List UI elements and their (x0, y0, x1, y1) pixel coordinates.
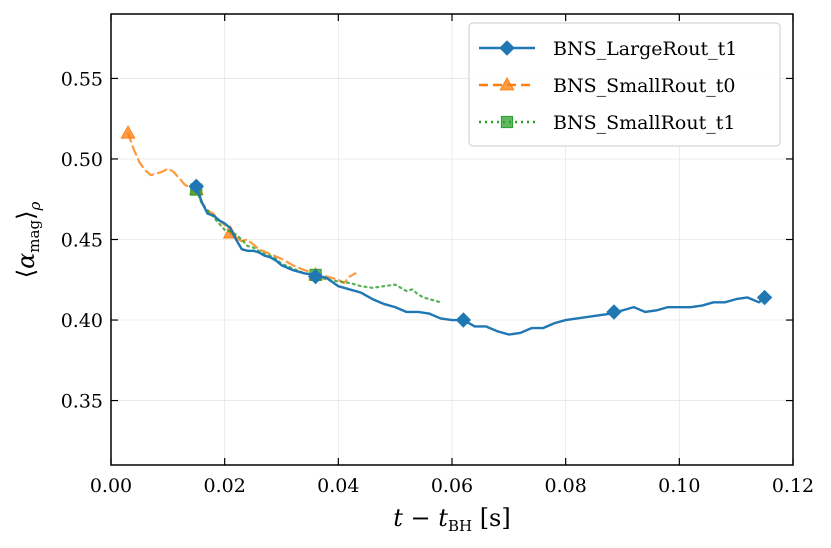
y-axis-label: ⟨αmag⟩ρ (12, 202, 44, 279)
y-tick-label: 0.45 (61, 230, 103, 252)
legend-marker (499, 76, 515, 91)
y-tick-label: 0.55 (61, 68, 103, 90)
series-marker (307, 268, 324, 285)
series-line (195, 188, 442, 304)
series-marker (606, 304, 622, 320)
x-tick-label: 0.08 (545, 475, 587, 497)
series-marker (120, 125, 136, 139)
legend-marker (499, 40, 515, 56)
y-tick-label: 0.50 (61, 149, 103, 171)
x-tick-label: 0.04 (317, 475, 359, 497)
legend-marker (500, 115, 514, 129)
legend-entry: BNS_LargeRout_t1 (479, 38, 737, 60)
series-marker (188, 178, 204, 195)
series-marker (455, 312, 472, 328)
legend-label: BNS_SmallRout_t0 (553, 75, 735, 97)
ticks: 0.00 0.02 0.04 0.06 0.08 0.10 0.12 0.35 0.40 0.45… (61, 14, 814, 497)
series-marker (756, 289, 773, 306)
legend: BNS_LargeRout_t1 BNS_SmallRout_t0 BNS_Smal… (468, 22, 781, 147)
legend-entry: BNS_SmallRout_t1 (479, 112, 735, 134)
x-tick-label: 0.00 (90, 475, 132, 497)
series-layer (120, 125, 773, 336)
x-tick-label: 0.06 (431, 475, 473, 497)
x-axis-label: t − tBH [s] (393, 504, 510, 535)
series-line (195, 185, 766, 336)
grid (110, 14, 794, 465)
legend-label: BNS_SmallRout_t1 (553, 112, 735, 134)
x-tick-label: 0.12 (772, 475, 814, 497)
legend-label: BNS_LargeRout_t1 (553, 38, 737, 60)
x-tick-label: 0.10 (658, 475, 700, 497)
x-tick-label: 0.02 (204, 475, 246, 497)
series-BNS_LargeRout_t1 (188, 178, 773, 336)
y-tick-label: 0.35 (61, 391, 103, 413)
legend-entry: BNS_SmallRout_t0 (479, 75, 735, 97)
legend-box (468, 22, 781, 147)
y-tick-label: 0.40 (61, 310, 103, 332)
